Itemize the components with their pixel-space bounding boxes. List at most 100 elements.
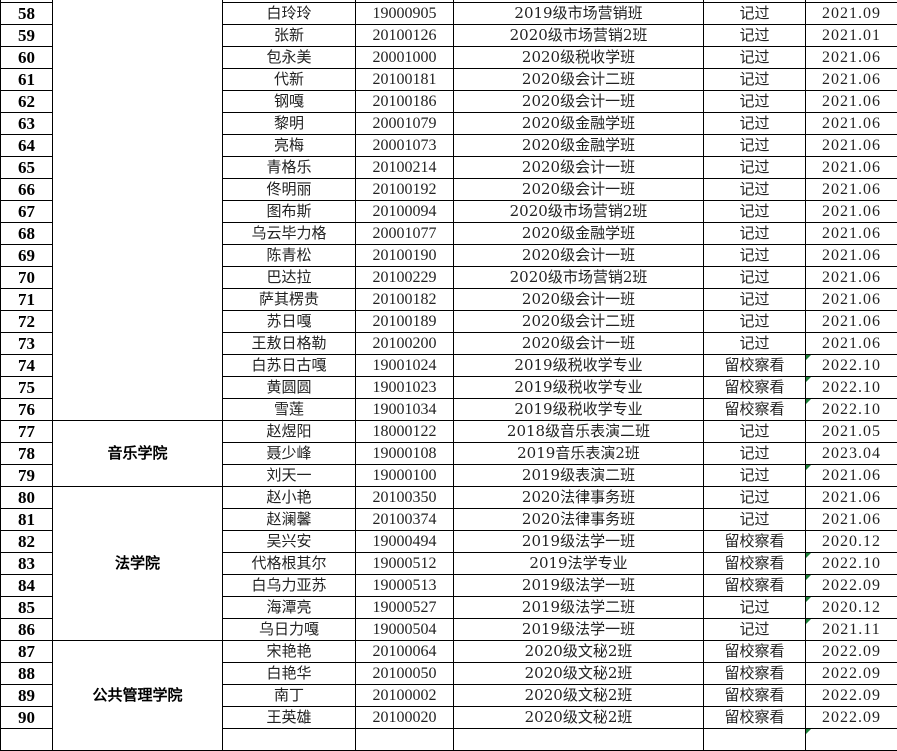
student-id-cell[interactable]: 20001079 — [356, 113, 454, 135]
student-id-cell[interactable]: 19000100 — [356, 465, 454, 487]
row-number-cell[interactable]: 77 — [1, 421, 53, 443]
discipline-status-cell[interactable]: 留校察看 — [704, 575, 806, 597]
row-number-cell[interactable]: 84 — [1, 575, 53, 597]
discipline-date-cell[interactable]: 2022.09 — [806, 663, 897, 685]
class-name-cell[interactable]: 2020法律事务班 — [454, 509, 704, 531]
discipline-date-cell[interactable]: 2022.10 — [806, 553, 897, 575]
row-number-cell[interactable]: 63 — [1, 113, 53, 135]
row-number-cell[interactable]: 59 — [1, 25, 53, 47]
row-number-cell[interactable]: 68 — [1, 223, 53, 245]
row-number-cell[interactable]: 61 — [1, 69, 53, 91]
row-number-cell[interactable]: 64 — [1, 135, 53, 157]
class-name-cell[interactable]: 2019音乐表演2班 — [454, 443, 704, 465]
student-id-cell[interactable]: 20100229 — [356, 267, 454, 289]
row-number-cell[interactable]: 74 — [1, 355, 53, 377]
discipline-status-cell[interactable]: 留校察看 — [704, 377, 806, 399]
student-id-cell[interactable]: 19000527 — [356, 597, 454, 619]
class-name-cell[interactable]: 2019级法学一班 — [454, 619, 704, 641]
discipline-status-cell[interactable]: 记过 — [704, 267, 806, 289]
row-number-cell[interactable]: 70 — [1, 267, 53, 289]
row-number-cell[interactable]: 69 — [1, 245, 53, 267]
class-name-cell[interactable]: 2019级税收学专业 — [454, 377, 704, 399]
discipline-status-cell[interactable]: 记过 — [704, 487, 806, 509]
student-name-cell[interactable]: 白玲玲 — [223, 3, 356, 25]
class-name-cell[interactable]: 2020级市场营销2班 — [454, 201, 704, 223]
discipline-date-cell[interactable]: 2021.06 — [806, 267, 897, 289]
discipline-date-cell[interactable]: 2022.10 — [806, 399, 897, 421]
row-number-cell[interactable]: 71 — [1, 289, 53, 311]
class-name-cell[interactable]: 2019级税收学专业 — [454, 399, 704, 421]
discipline-status-cell[interactable]: 留校察看 — [704, 707, 806, 729]
discipline-status-cell[interactable]: 记过 — [704, 91, 806, 113]
discipline-date-cell[interactable]: 2023.04 — [806, 443, 897, 465]
college-cell[interactable]: 音乐学院 — [53, 421, 223, 487]
student-id-cell[interactable]: 20100181 — [356, 69, 454, 91]
row-number-cell[interactable]: 83 — [1, 553, 53, 575]
class-name-cell[interactable]: 2020法律事务班 — [454, 487, 704, 509]
student-name-cell[interactable]: 聂少峰 — [223, 443, 356, 465]
class-name-cell[interactable]: 2020级会计二班 — [454, 311, 704, 333]
discipline-status-cell[interactable]: 记过 — [704, 465, 806, 487]
discipline-date-cell[interactable]: 2021.06 — [806, 333, 897, 355]
student-id-cell[interactable]: 20100350 — [356, 487, 454, 509]
class-name-cell[interactable]: 2020级市场营销2班 — [454, 25, 704, 47]
student-name-cell[interactable]: 吴兴安 — [223, 531, 356, 553]
row-number-cell[interactable]: 67 — [1, 201, 53, 223]
discipline-status-cell[interactable]: 记过 — [704, 311, 806, 333]
student-id-cell[interactable]: 20100094 — [356, 201, 454, 223]
discipline-status-cell[interactable]: 留校察看 — [704, 355, 806, 377]
college-cell[interactable] — [53, 0, 223, 421]
row-number-cell[interactable]: 88 — [1, 663, 53, 685]
discipline-date-cell[interactable]: 2021.11 — [806, 619, 897, 641]
discipline-status-cell[interactable]: 记过 — [704, 289, 806, 311]
class-name-cell[interactable]: 2019级法学二班 — [454, 597, 704, 619]
row-number-cell[interactable]: 62 — [1, 91, 53, 113]
discipline-date-cell[interactable]: 2022.09 — [806, 707, 897, 729]
discipline-date-cell[interactable]: 2021.06 — [806, 509, 897, 531]
discipline-status-cell[interactable]: 留校察看 — [704, 663, 806, 685]
college-cell[interactable]: 公共管理学院 — [53, 641, 223, 751]
class-name-cell[interactable]: 2019级市场营销班 — [454, 3, 704, 25]
class-name-cell[interactable]: 2020级金融学班 — [454, 113, 704, 135]
row-number-cell[interactable]: 60 — [1, 47, 53, 69]
discipline-date-cell[interactable]: 2021.06 — [806, 223, 897, 245]
discipline-date-cell[interactable]: 2022.10 — [806, 355, 897, 377]
class-name-cell[interactable]: 2020级会计一班 — [454, 289, 704, 311]
student-name-cell[interactable]: 陈青松 — [223, 245, 356, 267]
class-name-cell[interactable]: 2019级法学一班 — [454, 575, 704, 597]
discipline-status-cell[interactable]: 记过 — [704, 179, 806, 201]
discipline-date-cell[interactable]: 2021.06 — [806, 311, 897, 333]
student-id-cell[interactable]: 20100214 — [356, 157, 454, 179]
student-name-cell[interactable]: 代新 — [223, 69, 356, 91]
discipline-status-cell[interactable]: 记过 — [704, 201, 806, 223]
discipline-date-cell[interactable]: 2021.06 — [806, 113, 897, 135]
row-number-cell[interactable]: 66 — [1, 179, 53, 201]
row-number-cell[interactable]: 75 — [1, 377, 53, 399]
student-id-cell[interactable]: 19000108 — [356, 443, 454, 465]
row-number-cell[interactable]: 73 — [1, 333, 53, 355]
discipline-date-cell[interactable]: 2021.06 — [806, 487, 897, 509]
student-id-cell[interactable]: 20100190 — [356, 245, 454, 267]
discipline-status-cell[interactable]: 记过 — [704, 113, 806, 135]
error-indicator-icon[interactable] — [806, 619, 811, 624]
student-name-cell[interactable]: 亮梅 — [223, 135, 356, 157]
error-indicator-icon[interactable] — [806, 399, 811, 404]
discipline-date-cell[interactable]: 2020.12 — [806, 597, 897, 619]
student-name-cell[interactable]: 代格根其尔 — [223, 553, 356, 575]
student-name-cell[interactable]: 南丁 — [223, 685, 356, 707]
student-name-cell[interactable]: 王敖日格勒 — [223, 333, 356, 355]
discipline-status-cell[interactable]: 记过 — [704, 333, 806, 355]
student-name-cell[interactable]: 乌日力嘎 — [223, 619, 356, 641]
student-id-cell[interactable]: 20001073 — [356, 135, 454, 157]
discipline-date-cell[interactable]: 2022.09 — [806, 575, 897, 597]
student-id-cell[interactable]: 19000513 — [356, 575, 454, 597]
discipline-date-cell[interactable]: 2021.01 — [806, 25, 897, 47]
class-name-cell[interactable]: 2020级会计一班 — [454, 91, 704, 113]
student-name-cell[interactable]: 赵澜馨 — [223, 509, 356, 531]
class-name-cell[interactable]: 2020级文秘2班 — [454, 685, 704, 707]
student-name-cell[interactable]: 白艳华 — [223, 663, 356, 685]
discipline-date-cell[interactable]: 2022.09 — [806, 641, 897, 663]
student-id-cell[interactable]: 20100192 — [356, 179, 454, 201]
student-id-cell[interactable]: 20100050 — [356, 663, 454, 685]
discipline-status-cell[interactable]: 记过 — [704, 69, 806, 91]
